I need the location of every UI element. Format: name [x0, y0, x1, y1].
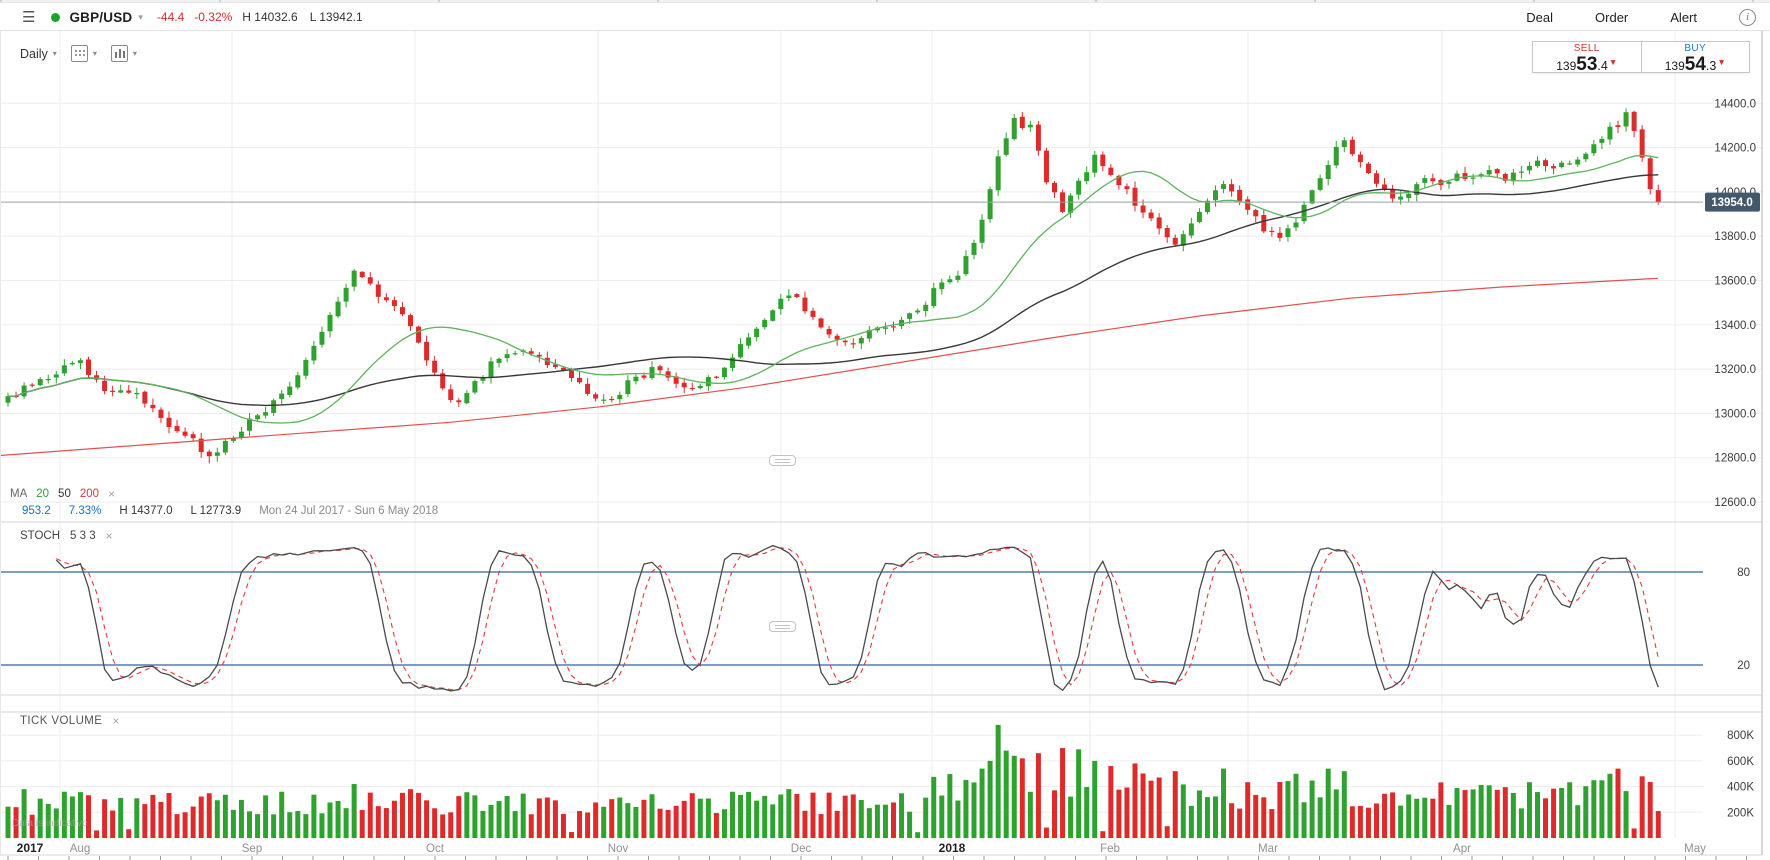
price-axis-label: 12600.0: [1714, 497, 1756, 509]
price-axis-label: 12800.0: [1714, 453, 1756, 465]
range-info-line: 953.2 7.33% H 14377.0 L 12773.9 Mon 24 J…: [22, 505, 438, 517]
time-axis-label: Nov: [608, 843, 629, 855]
volume-axis-label: 800K: [1727, 730, 1754, 742]
workspace-tabstrip: [0, 0, 1770, 3]
price-change: -44.4: [156, 10, 185, 24]
chevron-down-icon[interactable]: ▾: [138, 11, 143, 22]
interval-dropdown[interactable]: Daily ▾: [20, 47, 57, 61]
period-range-pct: 7.33%: [68, 505, 102, 517]
instrument-symbol[interactable]: GBP/USD: [69, 9, 133, 25]
price-axis-label: 13000.0: [1714, 408, 1756, 420]
stoch-panel-legend: STOCH 5 3 3 ×: [20, 529, 113, 543]
period-low: L 12773.9: [190, 505, 242, 517]
menu-icon[interactable]: ☰: [22, 9, 36, 26]
ma-legend: MA 20 50 200 ×: [10, 487, 115, 501]
volume-axis-label: 600K: [1727, 756, 1754, 768]
time-axis-label: May: [1684, 843, 1706, 855]
close-icon[interactable]: ×: [105, 529, 113, 543]
stoch-params[interactable]: 5 3 3: [70, 530, 96, 542]
indicator-picker-button[interactable]: ▾: [70, 45, 97, 62]
time-axis-label: Feb: [1100, 843, 1120, 855]
topbar-actions: Deal Order Alert i: [1526, 8, 1756, 26]
candlesticks: [5, 108, 1661, 464]
buy-label: BUY: [1684, 43, 1707, 54]
chart-toolbar: Daily ▾ ▾ ▾: [20, 45, 137, 62]
price-change-pct: -0.32%: [194, 10, 233, 24]
session-low: L 13942.1: [309, 10, 363, 24]
time-axis-label: Mar: [1258, 843, 1278, 855]
bar-chart-icon: [110, 45, 128, 62]
price-axis-label: 13600.0: [1714, 276, 1756, 288]
time-axis-label: Aug: [70, 843, 90, 855]
price-axis-label: 13200.0: [1714, 364, 1756, 376]
price-axis-label: 14200.0: [1714, 143, 1756, 155]
panel-resize-handle[interactable]: [769, 621, 796, 632]
sell-price: 13953.4▼: [1556, 54, 1618, 75]
price-down-arrow-icon: ▼: [1608, 57, 1618, 67]
interval-label: Daily: [20, 46, 48, 61]
volume-axis-label: 400K: [1727, 782, 1754, 794]
grid-icon: [70, 45, 88, 62]
time-axis-label: Oct: [426, 843, 445, 855]
current-price-badge-text: 13954.0: [1711, 197, 1753, 209]
price-axis-label: 13800.0: [1714, 231, 1756, 243]
buy-price: 13954.3▼: [1664, 54, 1726, 75]
price-down-arrow-icon: ▼: [1717, 57, 1726, 67]
chevron-down-icon: ▾: [52, 49, 57, 58]
buy-button[interactable]: BUY 13954.3▼: [1640, 42, 1750, 75]
period-dates: Mon 24 Jul 2017 - Sun 6 May 2018: [259, 505, 439, 517]
deal-button[interactable]: Deal: [1526, 9, 1554, 25]
time-axis-label: 2017: [17, 841, 44, 855]
chart-type-button[interactable]: ▾: [110, 45, 137, 62]
ma200-value[interactable]: 200: [79, 488, 100, 500]
chevron-down-icon: ▾: [92, 49, 97, 58]
data-indicative-watermark: Data is indicative: [12, 818, 88, 829]
volume-panel-legend: TICK VOLUME ×: [20, 714, 120, 728]
current-price-badge: 13954.0: [1705, 192, 1760, 212]
close-icon[interactable]: ×: [108, 487, 116, 501]
price-axis-label: 13400.0: [1714, 320, 1756, 332]
market-open-dot: [51, 12, 61, 22]
ma200-line: [0, 277, 1659, 457]
order-button[interactable]: Order: [1595, 9, 1629, 25]
sell-buy-quote-panel: SELL 13953.4▼ BUY 13954.3▼: [1532, 41, 1750, 75]
period-range-points: 953.2: [22, 505, 51, 517]
volume-axis-label: 200K: [1727, 807, 1754, 819]
sell-label: SELL: [1573, 43, 1600, 54]
period-high: H 14377.0: [119, 505, 173, 517]
session-high: H 14032.6: [242, 10, 298, 24]
ma20-value[interactable]: 20: [36, 488, 50, 500]
info-icon[interactable]: i: [1739, 8, 1756, 26]
gridlines: [0, 31, 1762, 838]
volume-title: TICK VOLUME: [20, 715, 103, 727]
ma20-line: [7, 154, 1659, 424]
time-axis-label: Sep: [242, 843, 262, 855]
stoch-title: STOCH: [20, 530, 61, 542]
volume-bars: [5, 724, 1661, 838]
alert-button[interactable]: Alert: [1670, 9, 1697, 25]
chevron-down-icon: ▾: [132, 49, 137, 58]
close-icon[interactable]: ×: [112, 714, 120, 728]
stoch-level-label: 20: [1737, 660, 1750, 672]
time-scrollbar-ruler[interactable]: [7, 856, 1747, 860]
ma50-value[interactable]: 50: [58, 488, 71, 500]
stoch-k-line: [55, 544, 1659, 692]
panel-resize-handle[interactable]: [769, 455, 796, 466]
time-axis-label: 2018: [939, 841, 966, 855]
time-axis-label: Dec: [791, 843, 812, 855]
time-axis-label: Apr: [1453, 843, 1471, 855]
instrument-top-bar: ☰ GBP/USD ▾ -44.4 -0.32% H 14032.6 L 139…: [0, 4, 1770, 31]
stoch-level-label: 80: [1737, 567, 1750, 579]
ma-legend-title: MA: [10, 488, 28, 500]
sell-button[interactable]: SELL 13953.4▼: [1533, 42, 1641, 75]
price-axis-label: 14400.0: [1714, 98, 1756, 110]
ma50-line: [7, 174, 1659, 407]
